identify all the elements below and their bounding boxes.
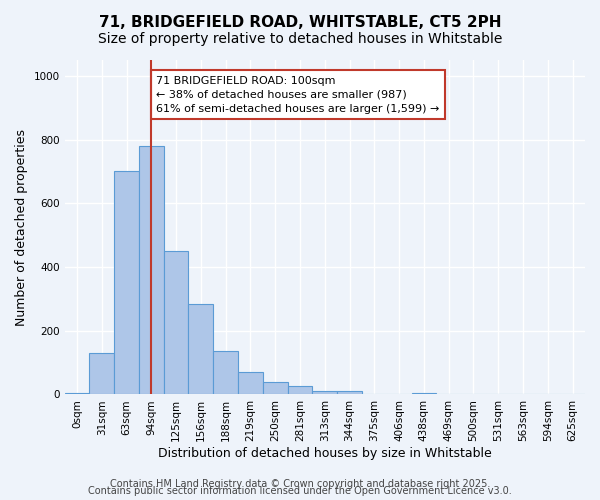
- Text: 71, BRIDGEFIELD ROAD, WHITSTABLE, CT5 2PH: 71, BRIDGEFIELD ROAD, WHITSTABLE, CT5 2P…: [99, 15, 501, 30]
- Bar: [114, 172, 139, 394]
- Y-axis label: Number of detached properties: Number of detached properties: [15, 128, 28, 326]
- Text: Contains public sector information licensed under the Open Government Licence v3: Contains public sector information licen…: [88, 486, 512, 496]
- Bar: [313, 390, 337, 394]
- Bar: [337, 392, 362, 394]
- Bar: [89, 353, 114, 395]
- Bar: [238, 372, 263, 394]
- Bar: [188, 304, 213, 394]
- Bar: [65, 393, 89, 394]
- Text: Size of property relative to detached houses in Whitstable: Size of property relative to detached ho…: [98, 32, 502, 46]
- Bar: [213, 352, 238, 395]
- Text: Contains HM Land Registry data © Crown copyright and database right 2025.: Contains HM Land Registry data © Crown c…: [110, 479, 490, 489]
- Bar: [412, 393, 436, 394]
- Bar: [287, 386, 313, 394]
- X-axis label: Distribution of detached houses by size in Whitstable: Distribution of detached houses by size …: [158, 447, 491, 460]
- Text: 71 BRIDGEFIELD ROAD: 100sqm
← 38% of detached houses are smaller (987)
61% of se: 71 BRIDGEFIELD ROAD: 100sqm ← 38% of det…: [156, 76, 440, 114]
- Bar: [263, 382, 287, 394]
- Bar: [139, 146, 164, 394]
- Bar: [164, 251, 188, 394]
